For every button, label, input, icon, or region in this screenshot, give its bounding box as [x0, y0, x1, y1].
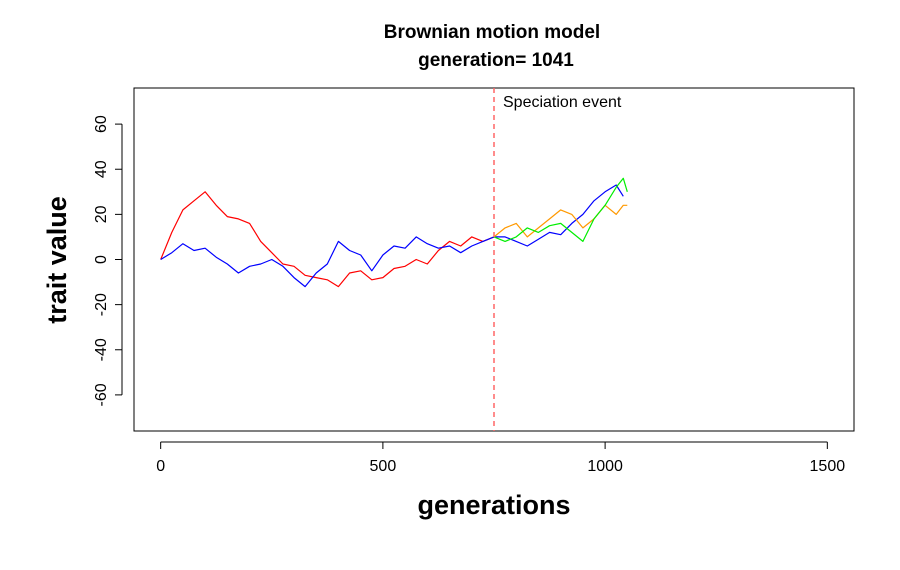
y-axis-title: trait value — [42, 196, 72, 324]
x-axis-title: generations — [417, 490, 570, 520]
y-tick-label: 60 — [93, 115, 110, 133]
x-tick-label: 0 — [156, 458, 165, 475]
y-axis: -60 -40 -20 0 20 40 60 — [93, 115, 123, 406]
y-tick-label: 0 — [93, 255, 110, 264]
series-line-1 — [160, 191, 495, 288]
x-tick-label: 500 — [370, 458, 397, 475]
y-tick-label: -20 — [93, 293, 110, 316]
y-tick-label: -60 — [93, 383, 110, 406]
speciation-label: Speciation event — [503, 94, 622, 111]
y-tick-label: 40 — [93, 160, 110, 178]
chart-title: Brownian motion model — [384, 22, 600, 43]
series-line-2 — [160, 184, 624, 288]
y-tick-label: -40 — [93, 338, 110, 361]
x-tick-label: 1000 — [587, 458, 623, 475]
y-tick-label: 20 — [93, 205, 110, 223]
series-line-4 — [493, 177, 628, 242]
x-axis: 0 500 1000 1500 — [156, 441, 846, 475]
x-tick-label: 1500 — [810, 458, 846, 475]
series-line-3 — [493, 204, 628, 238]
chart-subtitle: generation= 1041 — [418, 50, 574, 71]
series-layer — [160, 177, 628, 288]
